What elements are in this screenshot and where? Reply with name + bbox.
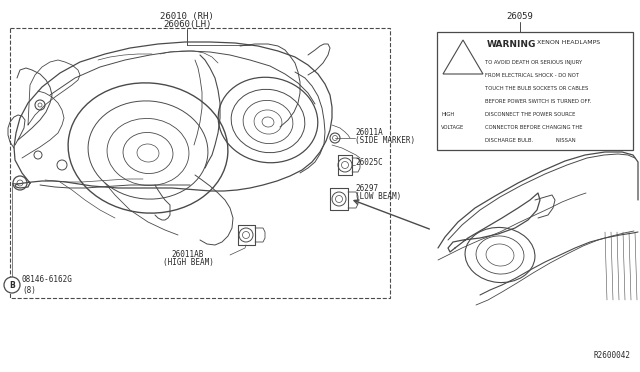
Circle shape [4, 277, 20, 293]
Polygon shape [14, 42, 332, 191]
Text: B: B [9, 280, 15, 289]
Text: WARNING: WARNING [487, 40, 536, 49]
Text: R2600042: R2600042 [593, 351, 630, 360]
Text: TOUCH THE BULB SOCKETS OR CABLES: TOUCH THE BULB SOCKETS OR CABLES [485, 86, 588, 91]
Text: 26011A: 26011A [355, 128, 383, 137]
Text: 26025C: 26025C [355, 157, 383, 167]
Text: (SIDE MARKER): (SIDE MARKER) [355, 135, 415, 144]
Text: HIGH: HIGH [441, 112, 454, 117]
Text: BEFORE POWER SWITCH IS TURNED OFF.: BEFORE POWER SWITCH IS TURNED OFF. [485, 99, 591, 104]
Text: !: ! [461, 47, 465, 57]
Text: DISCHARGE BULB.              NISSAN: DISCHARGE BULB. NISSAN [485, 138, 575, 143]
Text: (HIGH BEAM): (HIGH BEAM) [163, 258, 213, 267]
Text: XENON HEADLAMPS: XENON HEADLAMPS [537, 40, 600, 45]
Text: 26010 (RH): 26010 (RH) [160, 12, 214, 21]
Polygon shape [443, 40, 483, 74]
Text: (LOW BEAM): (LOW BEAM) [355, 192, 401, 201]
Text: 26297: 26297 [355, 183, 378, 192]
Text: 26060(LH): 26060(LH) [163, 20, 211, 29]
Text: 26059: 26059 [507, 12, 533, 21]
Text: 08146-6162G: 08146-6162G [22, 276, 73, 285]
Text: VOLTAGE: VOLTAGE [441, 125, 464, 130]
Text: (8): (8) [22, 285, 36, 295]
Text: FROM ELECTRICAL SHOCK - DO NOT: FROM ELECTRICAL SHOCK - DO NOT [485, 73, 579, 78]
Text: CONNECTOR BEFORE CHANGING THE: CONNECTOR BEFORE CHANGING THE [485, 125, 582, 130]
Bar [10, 28, 390, 298]
Text: 26011AB: 26011AB [172, 250, 204, 259]
Text: DISCONNECT THE POWER SOURCE: DISCONNECT THE POWER SOURCE [485, 112, 575, 117]
Bar [437, 32, 633, 150]
Text: TO AVOID DEATH OR SERIOUS INJURY: TO AVOID DEATH OR SERIOUS INJURY [485, 60, 582, 65]
